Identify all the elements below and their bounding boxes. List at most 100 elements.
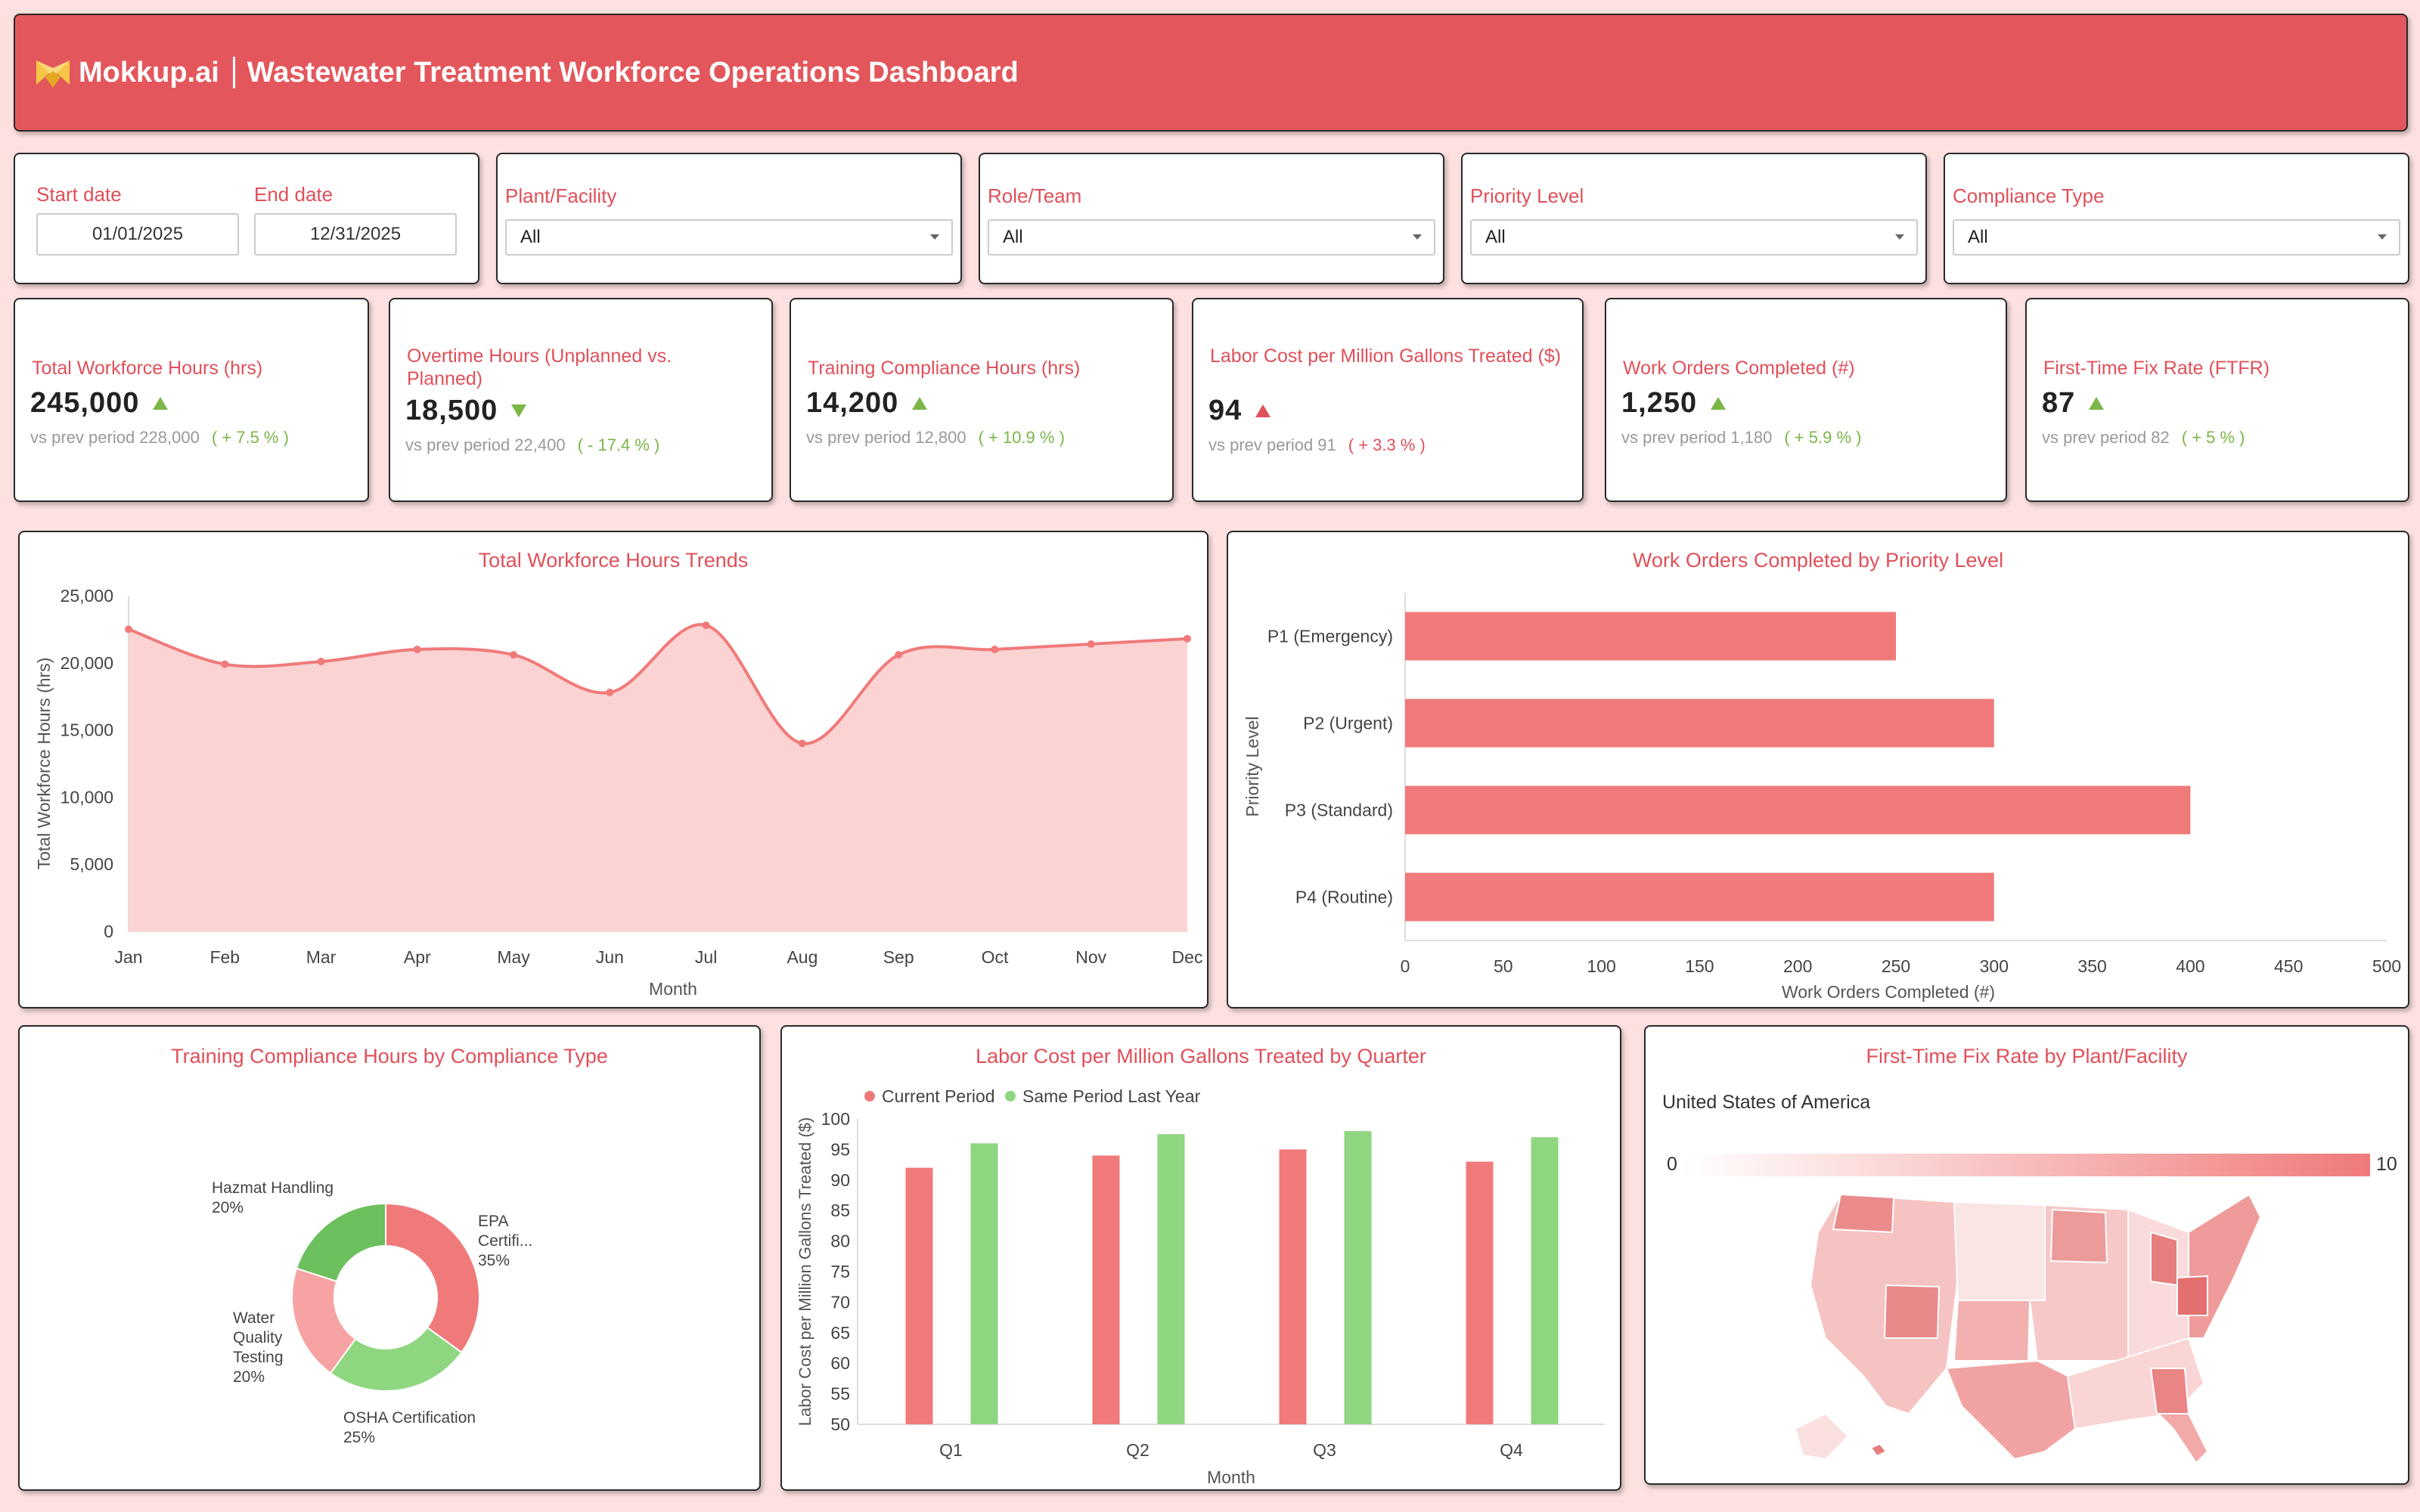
compliance-chart-card: Training Compliance Hours by Compliance … <box>18 1025 761 1491</box>
kpi-prev-value: vs prev period 82 <box>2042 428 2170 447</box>
legend-label: Current Period <box>882 1086 995 1106</box>
x-tick-label: Jul <box>695 947 717 967</box>
bar <box>1157 1134 1185 1424</box>
role-filter-card: Role/Team All <box>979 153 1444 284</box>
us-choropleth-map[interactable] <box>1795 1187 2264 1467</box>
chart-title: Work Orders Completed by Priority Level <box>1632 549 2004 572</box>
map-texas <box>1945 1359 2077 1461</box>
x-axis-title: Month <box>1207 1467 1255 1487</box>
priority-bar-chart: P1 (Emergency) P2 (Urgent) P3 (Standard) P4… <box>1243 593 2401 1002</box>
data-point <box>413 646 421 654</box>
chart-title: Training Compliance Hours by Compliance … <box>171 1045 608 1067</box>
kpi-prev-value: vs prev period 91 <box>1208 435 1336 454</box>
kpi-value: 245,000 <box>30 387 140 419</box>
labor-cost-bar-chart: Current Period Same Period Last Year 50 55 6… <box>796 1086 1605 1487</box>
bar <box>905 1167 933 1424</box>
kpi-value: 94 <box>1208 395 1243 426</box>
bar <box>1405 699 1994 748</box>
trend-up-icon <box>2089 397 2105 410</box>
y-tick-label: P2 (Urgent) <box>1303 714 1393 733</box>
slice-label: EPA Certifi... 35% <box>478 1213 532 1269</box>
bar <box>1092 1155 1120 1424</box>
bar <box>1344 1131 1372 1424</box>
hours-trend-chart-card: Total Workforce Hours Trends 0 5,000 10,00… <box>18 531 1208 1009</box>
priority-filter-card: Priority Level All <box>1461 153 1927 284</box>
x-tick-label: Jan <box>114 947 142 967</box>
plant-filter-card: Plant/Facility All <box>496 153 962 284</box>
slice-label-line: Quality <box>233 1329 283 1346</box>
map-colorado <box>1953 1300 2031 1362</box>
map-hawaii <box>1869 1442 1888 1458</box>
mokkup-logo-icon <box>36 60 70 88</box>
ftfr-map-card: First-Time Fix Rate by Plant/Facility Un… <box>1644 1025 2409 1485</box>
plant-filter-value: All <box>520 227 541 247</box>
chart-title: Labor Cost per Million Gallons Treated b… <box>976 1045 1426 1067</box>
compliance-filter-select[interactable]: All <box>1953 219 2400 256</box>
slice-label: Water Quality Testing 20% <box>233 1309 284 1386</box>
end-date-input[interactable]: 12/31/2025 <box>254 213 457 256</box>
kpi-card-ftfr: First-Time Fix Rate (FTFR) 87 vs prev pe… <box>2025 298 2409 502</box>
map-georgia <box>2149 1368 2190 1414</box>
x-tick-label: 100 <box>1587 956 1615 976</box>
labor-cost-chart-card: Labor Cost per Million Gallons Treated b… <box>780 1025 1621 1491</box>
map-michigan <box>2150 1231 2178 1287</box>
slice-label: OSHA Certification 25% <box>343 1409 476 1446</box>
y-tick-label: P4 (Routine) <box>1295 888 1393 907</box>
kpi-change: ( + 7.5 % ) <box>211 428 289 447</box>
kpi-prev-value: vs prev period 12,800 <box>806 428 966 447</box>
legend-marker <box>864 1091 875 1101</box>
y-tick-label: 65 <box>830 1323 850 1343</box>
y-tick-label: 15,000 <box>60 720 113 740</box>
y-tick-label: 55 <box>830 1384 850 1404</box>
x-tick-label: 350 <box>2077 956 2106 976</box>
compliance-filter-label: Compliance Type <box>1953 184 2105 207</box>
slice-percent: 25% <box>343 1429 375 1446</box>
kpi-value: 18,500 <box>405 395 498 426</box>
plant-filter-select[interactable]: All <box>505 219 953 256</box>
scale-max-label: 10 <box>2376 1154 2397 1175</box>
y-tick-label: 60 <box>830 1353 850 1373</box>
slice-percent: 20% <box>233 1368 265 1386</box>
trend-up-icon <box>153 397 169 410</box>
role-filter-select[interactable]: All <box>988 219 1435 256</box>
map-region-label: United States of America <box>1662 1092 1871 1113</box>
kpi-change: ( + 5 % ) <box>2181 428 2245 447</box>
y-axis-title: Total Workforce Hours (hrs) <box>34 658 54 870</box>
data-point <box>221 660 229 668</box>
x-tick-label: Sep <box>883 947 914 967</box>
x-tick-label: Nov <box>1075 947 1106 967</box>
priority-filter-select[interactable]: All <box>1470 219 1918 256</box>
y-tick-label: 80 <box>830 1232 850 1251</box>
map-ohio <box>2176 1275 2208 1316</box>
end-date-label: End date <box>254 183 334 206</box>
x-tick-label: Dec <box>1172 947 1203 967</box>
x-tick-label: 450 <box>2274 956 2303 976</box>
chevron-down-icon <box>930 234 939 240</box>
y-tick-label: 10,000 <box>60 787 113 807</box>
y-tick-label: P1 (Emergency) <box>1267 627 1393 646</box>
y-tick-label: 20,000 <box>60 653 113 673</box>
role-filter-value: All <box>1003 227 1023 247</box>
start-date-input[interactable]: 01/01/2025 <box>36 213 239 256</box>
slice-percent: 35% <box>478 1252 510 1269</box>
map-florida <box>2156 1413 2209 1464</box>
legend-label: Same Period Last Year <box>1022 1086 1201 1106</box>
kpi-change: ( - 17.4 % ) <box>577 435 660 454</box>
kpi-title: Overtime Hours (Unplanned vs. Planned) <box>407 345 672 389</box>
map-northeast <box>2188 1193 2262 1339</box>
chart-title: First-Time Fix Rate by Plant/Facility <box>1866 1045 2188 1067</box>
kpi-change: ( + 10.9 % ) <box>978 428 1065 447</box>
kpi-value: 1,250 <box>1621 387 1698 419</box>
bar <box>970 1143 998 1424</box>
start-date-label: Start date <box>36 183 122 206</box>
bar <box>1405 612 1896 661</box>
kpi-value: 87 <box>2042 387 2076 419</box>
y-axis-title: Labor Cost per Million Gallons Treated (… <box>796 1117 814 1426</box>
kpi-prev-value: vs prev period 1,180 <box>1621 428 1773 447</box>
dashboard-title: Wastewater Treatment Workforce Operation… <box>247 56 1019 88</box>
chart-title: Total Workforce Hours Trends <box>478 549 749 572</box>
donut-slice <box>295 1202 386 1283</box>
x-tick-label: Aug <box>786 947 818 967</box>
map-washington <box>1832 1193 1895 1234</box>
x-tick-label: Jun <box>596 947 624 967</box>
